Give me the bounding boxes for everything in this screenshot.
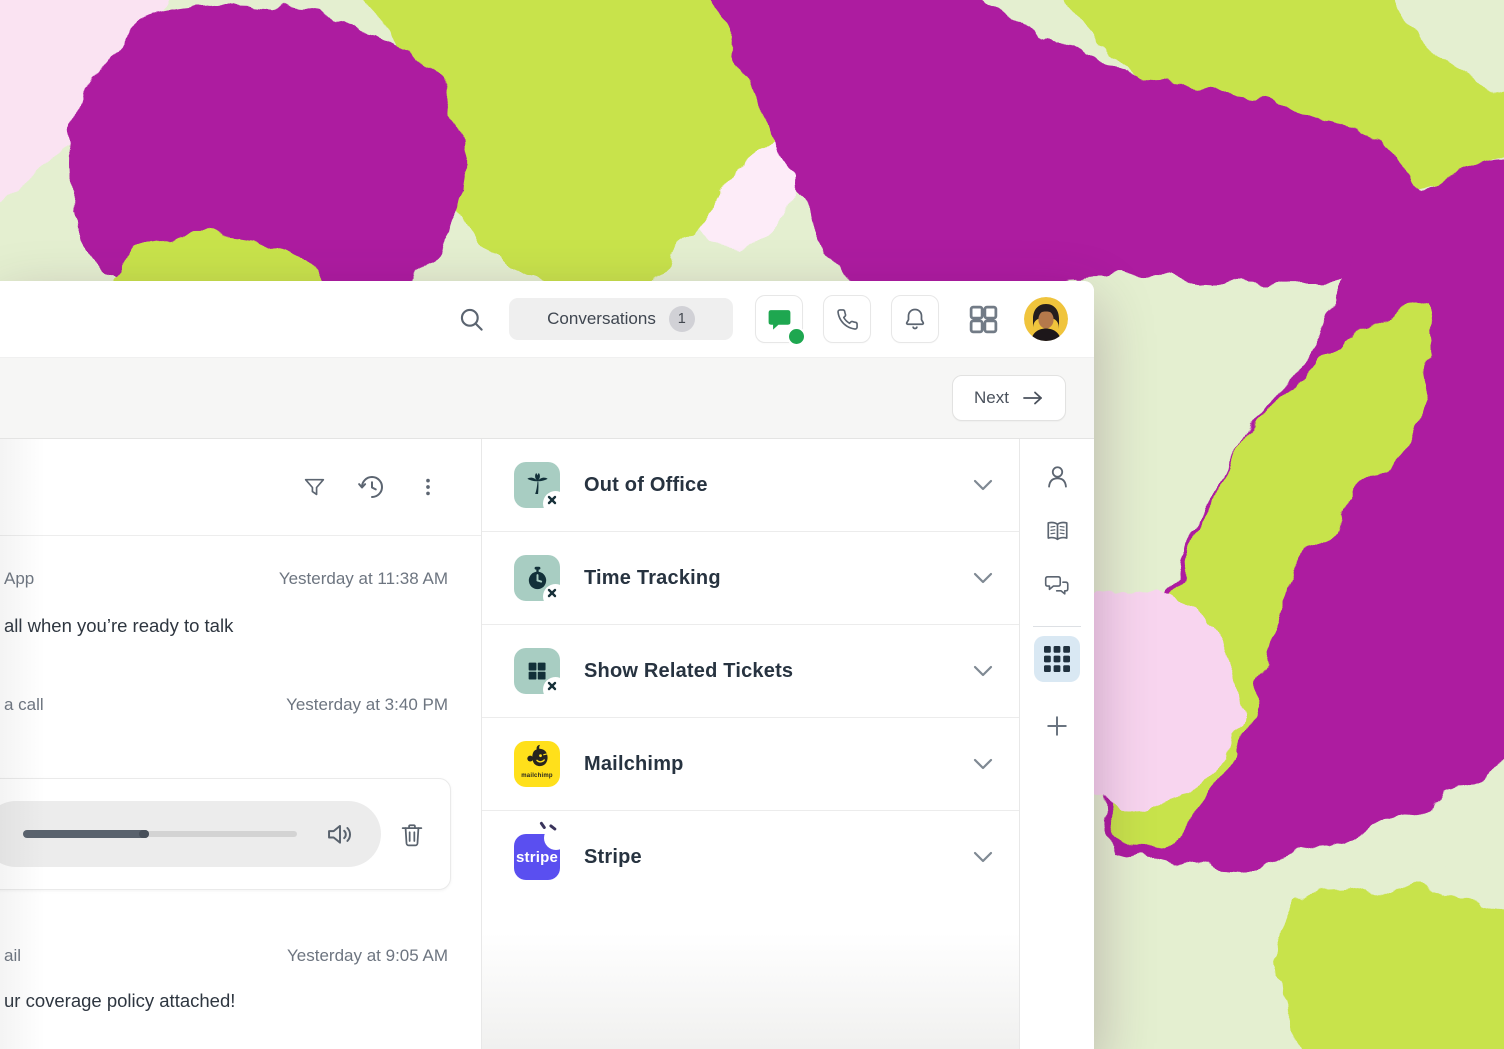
kebab-menu-icon[interactable]	[417, 475, 439, 499]
app-row-show-related-tickets[interactable]: Show Related Tickets	[482, 625, 1019, 718]
chevron-down-icon[interactable]	[973, 758, 993, 770]
sidebar-rail	[1019, 439, 1094, 1049]
online-status-dot	[787, 327, 806, 346]
phone-icon	[836, 308, 859, 331]
next-label: Next	[974, 388, 1009, 407]
rail-apps-grid-icon-active[interactable]	[1034, 636, 1080, 682]
bell-icon	[902, 306, 928, 332]
delete-attachment-button[interactable]	[398, 820, 426, 848]
rail-conversations-icon[interactable]	[1034, 563, 1080, 609]
dynamic-app-notch	[543, 677, 568, 702]
mailchimp-wordmark: mailchimp	[521, 773, 553, 779]
volume-icon[interactable]	[325, 819, 355, 849]
notifications-button[interactable]	[891, 295, 939, 343]
audio-progress-track[interactable]	[23, 830, 297, 838]
app-window: Conversations 1	[0, 281, 1094, 1049]
app-row-label: Time Tracking	[584, 566, 721, 589]
next-button[interactable]: Next	[952, 375, 1066, 421]
toolbar: Next	[0, 358, 1094, 439]
phone-button[interactable]	[823, 295, 871, 343]
conversations-pill[interactable]: Conversations 1	[509, 298, 733, 340]
stripe-crumb	[539, 821, 547, 830]
app-row-label: Mailchimp	[584, 752, 684, 775]
app-row-label: Out of Office	[584, 473, 708, 496]
audio-player[interactable]	[0, 801, 381, 867]
rail-add-icon[interactable]	[1034, 703, 1080, 749]
message-meta: a call Yesterday at 3:40 PM	[0, 694, 481, 716]
app-row-mailchimp[interactable]: mailchimp Mailchimp	[482, 718, 1019, 811]
rail-person-icon[interactable]	[1034, 453, 1080, 499]
content-area: App Yesterday at 11:38 AM all when you’r…	[0, 439, 1094, 1049]
message-body: all when you’re ready to talk	[4, 615, 234, 636]
message-author: App	[4, 569, 35, 588]
conversations-label: Conversations	[547, 309, 656, 328]
app-row-out-of-office[interactable]: Out of Office	[482, 439, 1019, 532]
message-author: ail	[4, 946, 22, 965]
conversation-column: App Yesterday at 11:38 AM all when you’r…	[0, 439, 482, 1049]
apps-grid-icon[interactable]	[967, 303, 1000, 336]
message-author: a call	[4, 695, 44, 714]
app-row-label: Stripe	[584, 845, 642, 868]
avatar[interactable]	[1024, 297, 1068, 341]
stripe-bite-notch	[544, 826, 568, 850]
chevron-down-icon[interactable]	[973, 479, 993, 491]
chevron-down-icon[interactable]	[973, 851, 993, 863]
message-body: ur coverage policy attached!	[4, 990, 236, 1011]
filter-icon[interactable]	[302, 475, 327, 500]
message-timestamp: Yesterday at 11:38 AM	[278, 569, 448, 588]
search-icon[interactable]	[458, 306, 485, 333]
thread-header	[0, 439, 481, 536]
message-timestamp: Yesterday at 9:05 AM	[287, 946, 448, 965]
stopwatch-icon	[514, 555, 568, 609]
stripe-wordmark: stripe	[515, 848, 559, 866]
stripe-icon: stripe	[514, 821, 568, 880]
app-row-stripe[interactable]: stripe Stripe	[482, 811, 1019, 903]
dynamic-app-notch	[543, 491, 568, 516]
chat-bubble-icon	[766, 306, 793, 333]
message-timestamp: Yesterday at 3:40 PM	[286, 695, 448, 714]
app-row-time-tracking[interactable]: Time Tracking	[482, 532, 1019, 625]
top-bar: Conversations 1	[0, 281, 1094, 358]
tickets-grid-icon	[514, 648, 568, 702]
palm-tree-icon	[514, 462, 568, 516]
message-meta: ail Yesterday at 9:05 AM	[0, 945, 481, 967]
arrow-right-icon	[1022, 391, 1044, 405]
mailchimp-icon: mailchimp	[514, 741, 560, 787]
chevron-down-icon[interactable]	[973, 572, 993, 584]
chat-button[interactable]	[755, 295, 806, 346]
rail-divider	[1033, 626, 1081, 627]
app-row-label: Show Related Tickets	[584, 659, 794, 682]
panel-filler	[482, 903, 1019, 1049]
message-meta: App Yesterday at 11:38 AM	[0, 568, 481, 590]
chevron-down-icon[interactable]	[973, 665, 993, 677]
dynamic-app-notch	[543, 584, 568, 609]
rail-book-icon[interactable]	[1034, 508, 1080, 554]
conversations-count-badge: 1	[668, 306, 695, 332]
apps-panel: Out of Office	[482, 439, 1019, 1049]
voicemail-attachment-card	[0, 778, 451, 890]
audio-progress-fill	[23, 830, 150, 838]
history-icon[interactable]	[357, 472, 387, 502]
